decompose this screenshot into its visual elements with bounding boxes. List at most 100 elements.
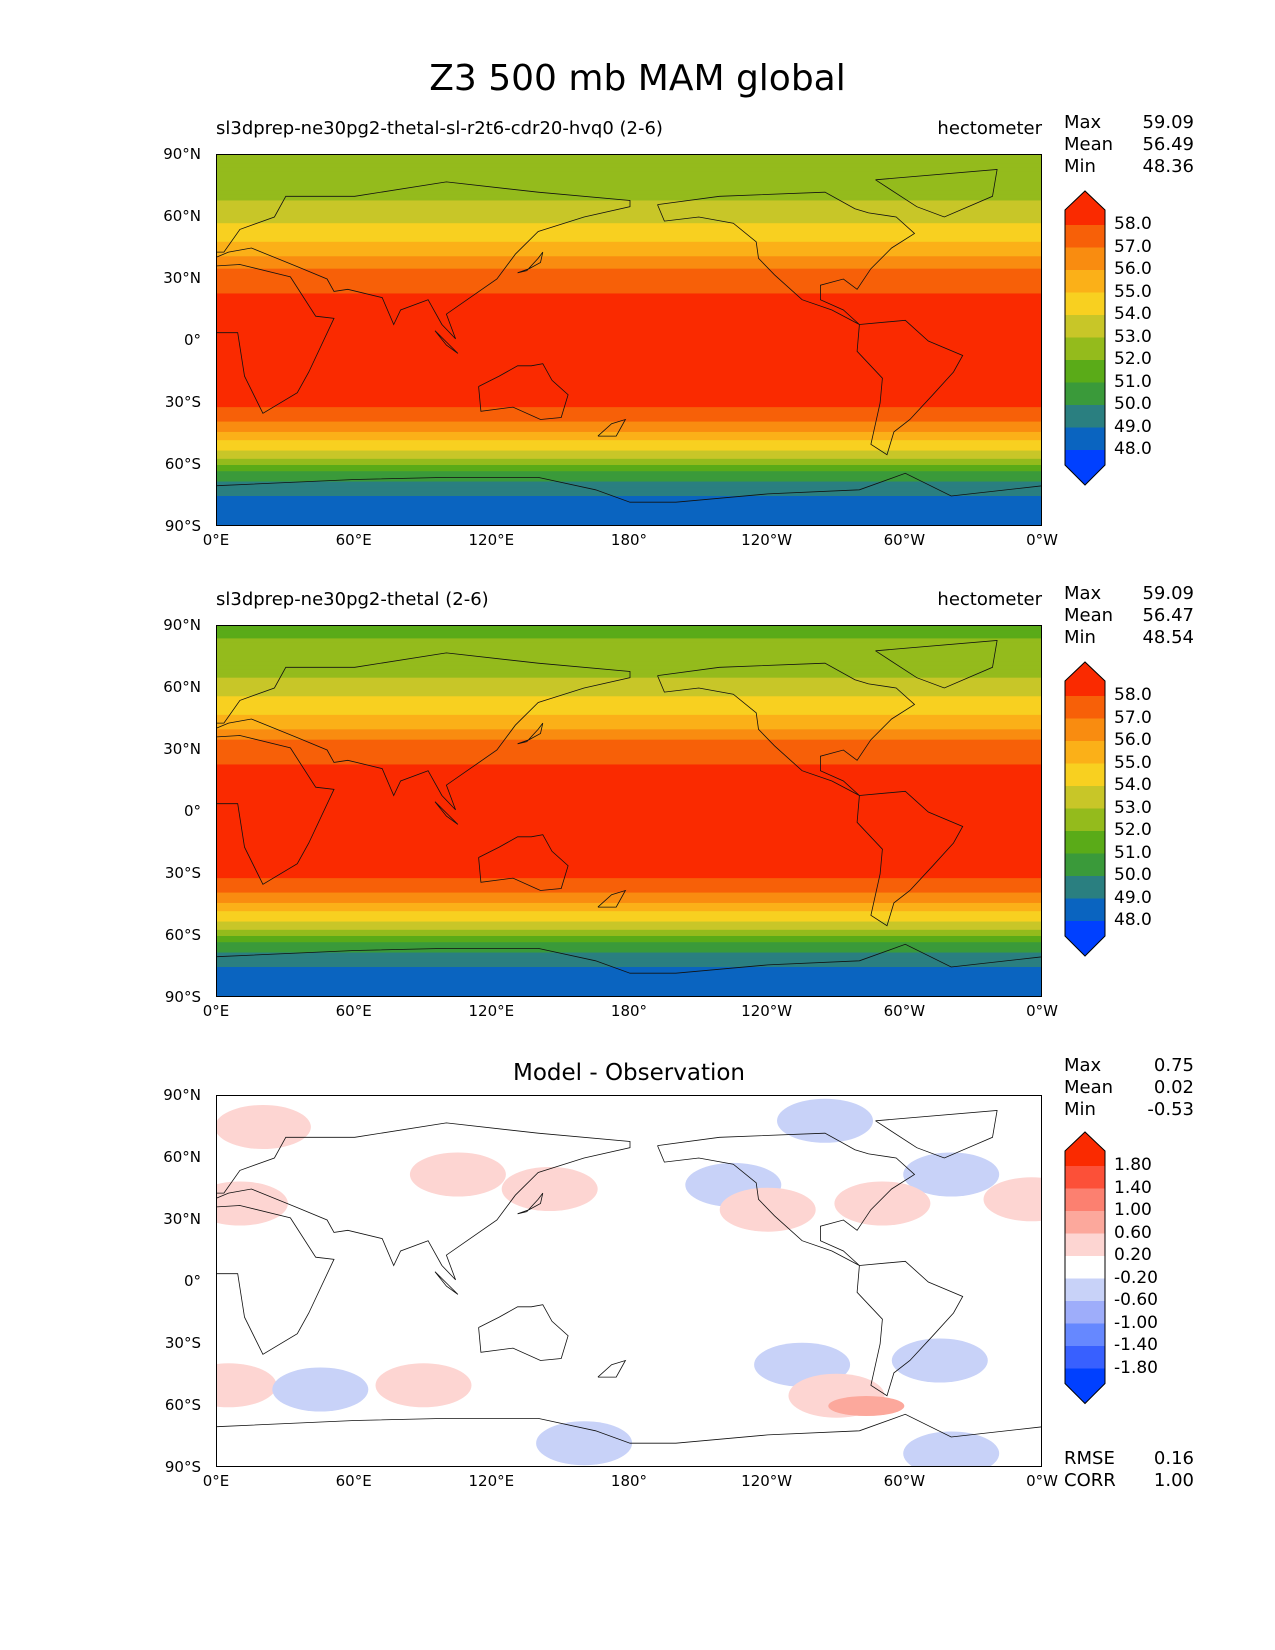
field-band bbox=[217, 241, 1041, 245]
positive-anomaly bbox=[828, 1396, 905, 1416]
field-band bbox=[217, 840, 1041, 844]
coastline-1 bbox=[217, 1122, 631, 1281]
field-band bbox=[217, 489, 1041, 493]
field-band bbox=[217, 444, 1041, 447]
field-band bbox=[217, 967, 1041, 970]
field-band bbox=[217, 882, 1041, 885]
positive-anomaly bbox=[217, 1105, 311, 1149]
colorbar-tick-label: 50.0 bbox=[1114, 865, 1152, 885]
field-band bbox=[217, 372, 1041, 375]
colorbar-tick-label: -0.60 bbox=[1114, 1290, 1158, 1310]
field-band bbox=[217, 644, 1041, 648]
field-band bbox=[217, 485, 1041, 489]
colorbar-svg bbox=[1064, 661, 1106, 957]
colorbar-segment bbox=[1065, 786, 1105, 809]
field-band bbox=[217, 942, 1041, 945]
field-band bbox=[217, 659, 1041, 662]
coastline-7 bbox=[517, 722, 544, 745]
field-band bbox=[217, 516, 1041, 520]
colorbar-tick-label: 56.0 bbox=[1114, 259, 1152, 279]
field-band bbox=[217, 254, 1041, 257]
field-band bbox=[217, 512, 1041, 516]
field-band bbox=[217, 250, 1041, 253]
field-band bbox=[217, 743, 1041, 747]
field-band bbox=[217, 429, 1041, 433]
field-band bbox=[217, 496, 1041, 499]
field-band bbox=[217, 510, 1041, 514]
field-band bbox=[217, 702, 1041, 706]
field-band bbox=[217, 950, 1041, 954]
field-band bbox=[217, 677, 1041, 681]
colorbar-segment bbox=[1065, 1166, 1105, 1189]
field-band bbox=[217, 297, 1041, 301]
figure-title: Z3 500 mb MAM global bbox=[429, 58, 846, 99]
colorbar-tick-label: 52.0 bbox=[1114, 820, 1152, 840]
field-band bbox=[217, 927, 1041, 931]
x-tick-label: 0°W bbox=[1026, 531, 1058, 549]
field-band bbox=[217, 343, 1041, 346]
colorbar-tick-label: 51.0 bbox=[1114, 371, 1152, 392]
field-band bbox=[217, 260, 1041, 264]
colorbar-tick-label: 48.0 bbox=[1114, 910, 1152, 930]
coastline-4 bbox=[856, 319, 964, 456]
coastline-5 bbox=[875, 1110, 998, 1159]
field-band bbox=[217, 671, 1041, 675]
colorbar-segment bbox=[1065, 1256, 1105, 1279]
field-band bbox=[217, 177, 1041, 181]
field-band bbox=[217, 330, 1041, 334]
field-band bbox=[217, 822, 1041, 825]
panel-units: hectometer bbox=[937, 589, 1042, 610]
field-band bbox=[217, 954, 1041, 958]
field-band bbox=[217, 938, 1041, 941]
colorbar-segment bbox=[1065, 1278, 1105, 1302]
stat-mean-label: Mean bbox=[1064, 134, 1114, 155]
field-band bbox=[217, 365, 1041, 369]
colorbar-tick-label: 56.0 bbox=[1114, 730, 1152, 750]
colorbar-segment bbox=[1065, 808, 1105, 832]
field-band bbox=[217, 467, 1041, 470]
field-band bbox=[217, 807, 1041, 811]
x-tick-label: 120°E bbox=[468, 1472, 515, 1490]
field-band bbox=[217, 316, 1041, 319]
coastlines bbox=[217, 640, 1041, 974]
colorbar-segment bbox=[1065, 191, 1105, 225]
map-plot bbox=[216, 154, 1042, 526]
field-band bbox=[217, 483, 1041, 487]
field-band bbox=[217, 262, 1041, 266]
colorbar-outline bbox=[1064, 190, 1106, 486]
field-band bbox=[217, 421, 1041, 425]
x-tick-label: 120°W bbox=[741, 1472, 793, 1490]
field-band bbox=[217, 969, 1041, 972]
field-band bbox=[217, 347, 1041, 350]
field-band bbox=[217, 657, 1041, 660]
field-band bbox=[217, 977, 1041, 980]
field-band bbox=[217, 975, 1041, 978]
field-band bbox=[217, 419, 1041, 423]
field-band bbox=[217, 948, 1041, 952]
stat-min-label: Min bbox=[1064, 627, 1096, 648]
field-band bbox=[217, 276, 1041, 280]
field-band bbox=[217, 200, 1041, 204]
field-band bbox=[217, 299, 1041, 303]
field-band bbox=[217, 477, 1041, 481]
field-band bbox=[217, 739, 1041, 743]
field-band bbox=[217, 991, 1041, 995]
field-band bbox=[217, 741, 1041, 745]
field-band bbox=[217, 423, 1041, 427]
field-band bbox=[217, 446, 1041, 450]
field-band bbox=[217, 745, 1041, 749]
colorbar-segment bbox=[1065, 405, 1105, 428]
stat-min: 48.54 bbox=[1142, 627, 1194, 648]
field-band bbox=[217, 690, 1041, 693]
field-band bbox=[217, 285, 1041, 288]
colorbar-segment bbox=[1065, 921, 1105, 956]
corr-value: 1.00 bbox=[1153, 1470, 1194, 1491]
field-band bbox=[217, 838, 1041, 842]
colorbar-outline bbox=[1064, 661, 1106, 957]
field-band bbox=[217, 787, 1041, 790]
coastline-7 bbox=[517, 1192, 544, 1215]
coastline-1 bbox=[217, 652, 631, 811]
field-band bbox=[217, 723, 1041, 726]
x-tick-label: 120°E bbox=[468, 1002, 515, 1020]
field-band bbox=[217, 652, 1041, 656]
